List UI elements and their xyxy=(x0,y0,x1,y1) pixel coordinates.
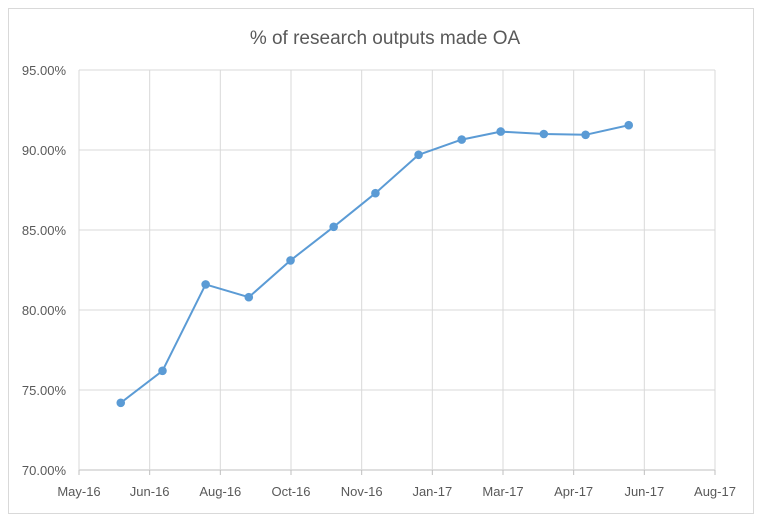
chart-area xyxy=(8,8,754,514)
y-tick-label: 95.00% xyxy=(22,63,67,78)
x-tick-label: Jun-17 xyxy=(624,484,664,499)
series-line xyxy=(120,124,629,404)
data-point xyxy=(371,188,380,198)
data-point xyxy=(581,130,590,140)
y-axis-ticks: 70.00% 75.00% 80.00% 85.00% 90.00% 95.00% xyxy=(22,63,67,478)
data-point xyxy=(496,127,505,136)
x-tick-label: Apr-17 xyxy=(554,484,593,499)
data-point xyxy=(624,120,634,130)
x-tick-label: Aug-16 xyxy=(199,484,241,499)
series-group xyxy=(116,120,634,408)
data-point xyxy=(457,135,467,144)
chart-title: % of research outputs made OA xyxy=(250,28,521,49)
data-point xyxy=(539,129,549,139)
y-tick-label: 85.00% xyxy=(22,223,67,238)
x-tick-label: Nov-16 xyxy=(341,484,383,499)
y-tick-label: 70.00% xyxy=(22,463,67,478)
x-tick-label: Aug-17 xyxy=(694,484,736,499)
y-tick-label: 80.00% xyxy=(22,303,67,318)
data-point xyxy=(116,398,126,408)
x-tick-label: Jan-17 xyxy=(412,484,452,499)
x-tick-label: Oct-16 xyxy=(271,484,310,499)
data-point xyxy=(286,256,295,265)
x-tick-label: Jun-16 xyxy=(130,484,170,499)
y-tick-label: 75.00% xyxy=(22,383,67,398)
data-point xyxy=(329,222,338,232)
gridlines xyxy=(78,69,716,475)
x-tick-label: Mar-17 xyxy=(482,484,523,499)
x-tick-label: May-16 xyxy=(57,484,100,499)
y-tick-label: 90.00% xyxy=(22,143,67,158)
data-point xyxy=(414,150,423,160)
data-point xyxy=(158,366,167,376)
data-point xyxy=(201,280,210,289)
data-point xyxy=(244,292,254,302)
x-axis-ticks: May-16 Jun-16 Aug-16 Oct-16 Nov-16 Jan-17 Mar-… xyxy=(57,484,736,499)
